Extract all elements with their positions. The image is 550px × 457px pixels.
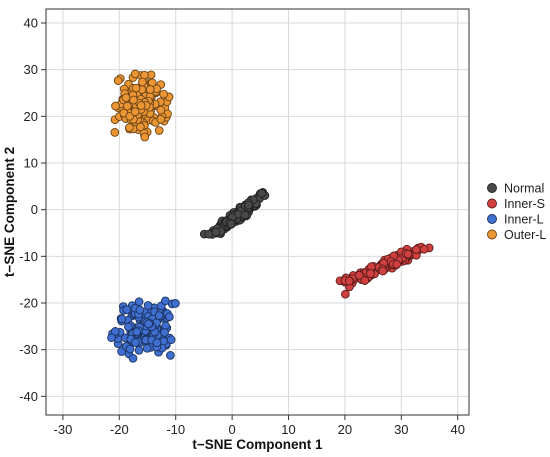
x-tick-label: 40 [450, 422, 464, 437]
scatter-point [143, 301, 153, 310]
legend-label-inner-l: Inner-L [504, 213, 544, 227]
x-tick-label: 20 [338, 422, 352, 437]
y-tick-label: 20 [24, 109, 38, 124]
scatter-point [110, 128, 120, 137]
series-outer-l [110, 69, 174, 142]
scatter-point [165, 312, 174, 322]
scatter-point [154, 311, 164, 320]
scatter-point [154, 126, 164, 135]
x-tick-label: 30 [394, 422, 408, 437]
scatter-point [145, 85, 155, 94]
scatter-point [166, 335, 176, 345]
scatter-point [142, 343, 152, 353]
legend-marker-outer-l [487, 229, 497, 240]
scatter-point [226, 219, 236, 229]
scatter-point [124, 322, 133, 332]
x-axis-label: t−SNE Component 1 [192, 437, 323, 452]
scatter-point [344, 276, 354, 286]
y-tick-label: 40 [24, 16, 38, 31]
scatter-point [341, 289, 350, 299]
plot-frame [45, 8, 470, 416]
scatter-point [354, 270, 364, 280]
y-tick-label: -30 [19, 342, 38, 357]
scatter-point [138, 77, 147, 87]
scatter-point [125, 344, 135, 354]
data-points [107, 69, 434, 363]
scatter-point [166, 351, 175, 360]
scatter-point [125, 123, 134, 132]
scatter-point [122, 305, 132, 315]
scatter-point [156, 105, 166, 115]
scatter-point [131, 338, 140, 347]
scatter-point [130, 69, 140, 79]
scatter-point [257, 188, 267, 198]
legend-label-normal: Normal [504, 182, 544, 196]
x-tick-label: -30 [54, 422, 73, 437]
scatter-point [134, 345, 144, 355]
scatter-point [156, 114, 166, 124]
scatter-point [411, 245, 421, 254]
scatter-point [160, 328, 169, 337]
scatter-point [123, 101, 132, 111]
scatter-point [111, 101, 120, 111]
scatter-point [131, 83, 141, 93]
scatter-point [140, 132, 150, 142]
scatter-point [129, 95, 138, 105]
scatter-point [132, 327, 142, 337]
scatter-point [136, 122, 145, 132]
legend-marker-inner-s [487, 198, 497, 209]
scatter-point [419, 244, 429, 254]
scatter-point [240, 210, 250, 220]
scatter-point [366, 269, 375, 278]
axis-ticks: -30 -20 -10 0 10 20 30 40 -40 -30 -20 -10 0 10 20 30 40 [19, 16, 465, 438]
scatter-point [113, 76, 123, 85]
series-inner-s [335, 242, 434, 299]
scatter-point [144, 319, 153, 329]
scatter-point [134, 297, 144, 307]
y-tick-label: -20 [19, 296, 38, 311]
scatter-point [128, 353, 138, 363]
scatter-point [159, 89, 168, 99]
scatter-point [130, 107, 140, 117]
scatter-point [171, 299, 180, 308]
scatter-point [136, 101, 146, 110]
scatter-point [392, 259, 402, 269]
x-tick-label: 0 [229, 422, 236, 437]
scatter-point [117, 314, 127, 324]
scatter-point [244, 200, 253, 210]
series-normal [199, 187, 270, 239]
scatter-point [135, 305, 145, 315]
legend-label-outer-l: Outer-L [504, 228, 546, 242]
scatter-point [107, 333, 116, 343]
y-tick-label: -40 [19, 389, 38, 404]
scatter-point [403, 249, 413, 259]
y-tick-label: 0 [31, 202, 38, 217]
legend-marker-normal [487, 183, 497, 193]
scatter-point [360, 276, 370, 285]
scatter-point [161, 296, 170, 306]
scatter-point [152, 338, 162, 348]
x-tick-label: -20 [110, 422, 129, 437]
x-tick-label: 10 [281, 422, 295, 437]
y-axis-label: t−SNE Component 2 [2, 147, 17, 277]
scatter-point [211, 227, 221, 237]
series-inner-l [107, 296, 180, 363]
legend-label-inner-s: Inner-S [504, 197, 545, 211]
y-tick-label: 30 [24, 62, 38, 77]
x-tick-label: -10 [166, 422, 185, 437]
y-tick-label: 10 [24, 156, 38, 171]
y-tick-label: -10 [19, 249, 38, 264]
scatter-point [110, 327, 120, 336]
scatter-point [378, 266, 388, 276]
legend-marker-inner-l [487, 214, 497, 224]
